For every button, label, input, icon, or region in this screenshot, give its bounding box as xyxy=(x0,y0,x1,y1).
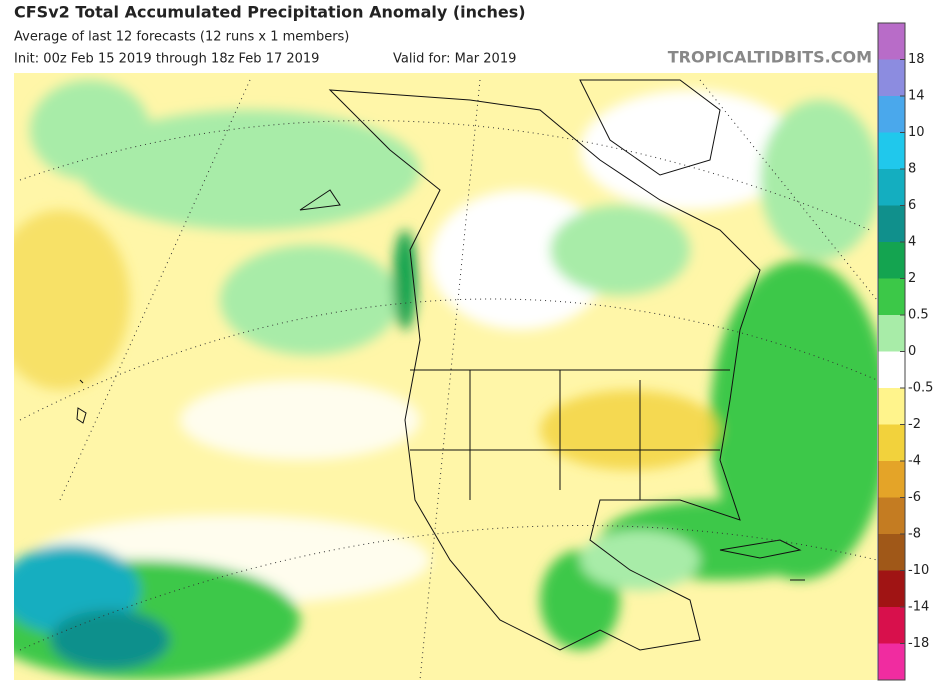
subtitle: Average of last 12 forecasts (12 runs x … xyxy=(14,30,349,45)
colorbar-label: 4 xyxy=(908,235,916,250)
colorbar-segment xyxy=(878,59,905,97)
colorbar-label: 6 xyxy=(908,198,916,213)
colorbar-segment xyxy=(878,607,905,644)
colorbar-label: 2 xyxy=(908,271,916,286)
colorbar-segment xyxy=(878,132,905,170)
colorbar-label: 0.5 xyxy=(908,308,929,323)
colorbar-segment xyxy=(878,351,905,389)
init-time: Init: 00z Feb 15 2019 through 18z Feb 17… xyxy=(14,52,319,67)
map-field xyxy=(14,73,877,680)
colorbar-label: -10 xyxy=(908,563,929,578)
colorbar-label: 8 xyxy=(908,162,916,177)
colorbar-label: 14 xyxy=(908,89,925,104)
colorbar-segment xyxy=(878,23,905,60)
colorbar-segment xyxy=(878,205,905,243)
colorbar-label: -8 xyxy=(908,527,921,542)
colorbar-segment xyxy=(878,96,905,133)
colorbar: 18 14 10 8 6 4 2 0.5 0 -0.5 -2 -4 -6 -8 -10 -14 -18 xyxy=(877,22,933,681)
colorbar-label: 0 xyxy=(908,344,916,359)
colorbar-label: 10 xyxy=(908,125,925,140)
colorbar-segment xyxy=(878,497,905,535)
colorbar-segment xyxy=(878,388,905,425)
colorbar-label: 18 xyxy=(908,52,925,67)
valid-time: Valid for: Mar 2019 xyxy=(393,52,516,67)
colorbar-segment xyxy=(878,169,905,206)
colorbar-label: -0.5 xyxy=(908,381,933,396)
colorbar-segment xyxy=(878,534,905,571)
colorbar-label: -2 xyxy=(908,417,921,432)
credit: TROPICALTIDBITS.COM xyxy=(668,48,872,67)
title: CFSv2 Total Accumulated Precipitation An… xyxy=(14,3,526,22)
colorbar-label: -6 xyxy=(908,490,921,505)
colorbar-label: -18 xyxy=(908,636,929,651)
colorbar-label: -14 xyxy=(908,600,929,615)
colorbar-segment xyxy=(878,461,905,498)
colorbar-segment xyxy=(878,278,905,316)
colorbar-segment xyxy=(878,424,905,462)
colorbar-label: -4 xyxy=(908,454,921,469)
colorbar-segment xyxy=(878,643,905,681)
colorbar-segment xyxy=(878,570,905,608)
colorbar-segment xyxy=(878,315,905,352)
colorbar-segment xyxy=(878,242,905,279)
